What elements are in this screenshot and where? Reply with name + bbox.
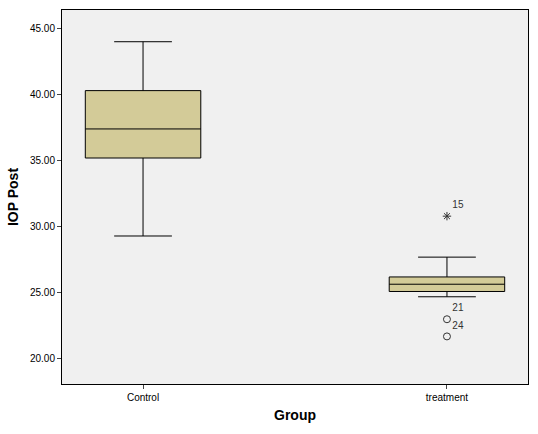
- svg-text:Group: Group: [274, 407, 316, 423]
- svg-text:25.00: 25.00: [30, 287, 55, 298]
- svg-text:24: 24: [452, 320, 464, 331]
- svg-text:30.00: 30.00: [30, 221, 55, 232]
- svg-text:20.00: 20.00: [30, 353, 55, 364]
- svg-text:Control: Control: [127, 392, 159, 403]
- svg-text:40.00: 40.00: [30, 89, 55, 100]
- svg-text:treatment: treatment: [426, 392, 468, 403]
- svg-text:21: 21: [452, 302, 464, 313]
- svg-text:15: 15: [452, 199, 464, 210]
- svg-text:45.00: 45.00: [30, 23, 55, 34]
- svg-text:IOP Post: IOP Post: [5, 168, 21, 226]
- svg-text:35.00: 35.00: [30, 155, 55, 166]
